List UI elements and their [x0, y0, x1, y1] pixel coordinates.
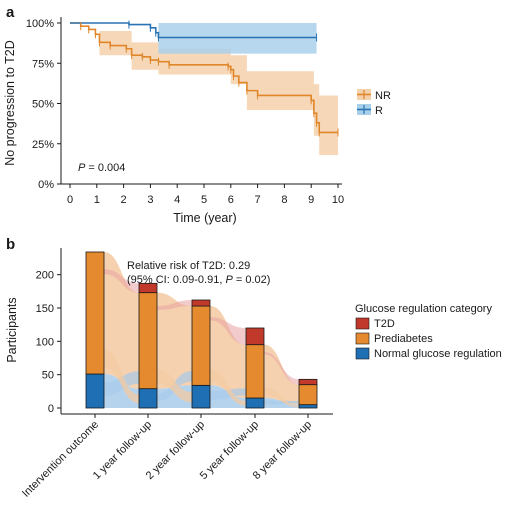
panel-a-x-axis-label: Time (year) [173, 211, 236, 225]
bar-normal [138, 388, 158, 409]
x-tick-label: 1 [94, 194, 100, 206]
legend-normal-label: Normal glucose regulation [374, 348, 502, 360]
x-tick-label: 7 [255, 194, 261, 206]
legend-prediabetes-label: Prediabetes [374, 333, 433, 345]
panel-b-y-axis-label: Participants [5, 297, 19, 362]
bar-prediabetes [85, 251, 105, 375]
x-tick-label: 8 [281, 194, 287, 206]
legend-normal-swatch [355, 347, 370, 360]
y-tick-label: 150 [36, 303, 54, 315]
bar-normal [298, 404, 318, 409]
y-tick-label: 50 [42, 370, 54, 382]
panel-a-x-ticks: 0 1 2 3 4 5 6 7 8 9 10 [67, 184, 344, 206]
x-tick-label: 3 [147, 194, 153, 206]
x-tick-label: 5 [201, 194, 207, 206]
p-value-text: = 0.004 [85, 162, 125, 174]
panel-a-label: a [6, 4, 15, 21]
flow-ribbon [264, 352, 299, 385]
legend-title: Glucose regulation category [355, 303, 492, 315]
bar-t2d [191, 299, 211, 307]
panel-a-p-value: P = 0.004 [78, 162, 125, 174]
bar-t2d [138, 282, 158, 294]
flow-ribbon [157, 369, 192, 403]
x-tick-label: 10 [332, 194, 344, 206]
y-tick-label: 100% [26, 18, 54, 30]
panel-b-bars [85, 251, 318, 409]
legend-prediabetes-swatch [355, 332, 370, 345]
flow-ribbon [157, 300, 192, 310]
legend-t2d-label: T2D [374, 318, 395, 330]
panel-b-legend: Glucose regulation category T2D Prediabe… [355, 303, 502, 360]
y-tick-label: 0% [38, 179, 54, 191]
bar-prediabetes [191, 305, 211, 386]
flow-ribbon [210, 369, 246, 406]
flow-ribbon [264, 400, 299, 405]
x-tick-label: 8 year follow-up [251, 419, 314, 482]
y-tick-label: 100 [36, 336, 54, 348]
flow-ribbon [264, 387, 299, 408]
bar-t2d [245, 327, 265, 346]
bar-prediabetes [138, 292, 158, 390]
bar-prediabetes [245, 344, 265, 399]
x-tick-label: 6 [228, 194, 234, 206]
panel-a-chart [70, 20, 339, 156]
x-tick-label: 2 [121, 194, 127, 206]
y-tick-label: 75% [32, 58, 54, 70]
panel-b-annotation-line2: (95% CI: 0.09-0.91, P = 0.02) [127, 274, 270, 286]
annotation-p-symbol: P [225, 274, 233, 286]
flow-ribbon [104, 349, 139, 404]
flow-ribbon [157, 292, 192, 389]
panel-b-label: b [6, 236, 15, 253]
y-tick-label: 25% [32, 139, 54, 151]
panel-b-y-ticks: 0 50 100 150 200 [36, 270, 61, 415]
annotation-ci: (95% CI: 0.09-0.91, [127, 274, 225, 286]
flow-ribbon [104, 269, 139, 293]
legend-t2d-swatch [355, 317, 370, 330]
bar-normal [191, 384, 211, 409]
x-tick-label: Intervention outcome [20, 419, 101, 500]
bar-normal [85, 373, 105, 409]
y-tick-label: 0 [48, 403, 54, 415]
bar-prediabetes [298, 384, 318, 406]
ci-band-r [70, 23, 317, 54]
x-tick-label: 9 [308, 194, 314, 206]
x-tick-label: 0 [67, 194, 73, 206]
y-tick-label: 50% [32, 99, 54, 111]
flow-ribbon [210, 388, 246, 401]
ci-band-nr [70, 23, 338, 156]
p-symbol: P [78, 162, 86, 174]
panel-b-flows [104, 252, 299, 408]
panel-b-annotation-line1: Relative risk of T2D: 0.29 [127, 260, 250, 272]
panel-a-y-ticks: 0% 25% 50% 75% 100% [26, 18, 61, 191]
flow-ribbon [210, 317, 246, 345]
panel-a-legend: NR R [357, 89, 391, 117]
panel-a-y-axis-label: No progression to T2D [3, 40, 17, 166]
bar-normal [245, 397, 265, 409]
annotation-p-value: = 0.02) [233, 274, 271, 286]
legend-nr-label: NR [375, 90, 391, 102]
bar-t2d [298, 378, 318, 386]
y-tick-label: 200 [36, 270, 54, 282]
legend-r-label: R [375, 105, 383, 117]
x-tick-label: 4 [174, 194, 180, 206]
